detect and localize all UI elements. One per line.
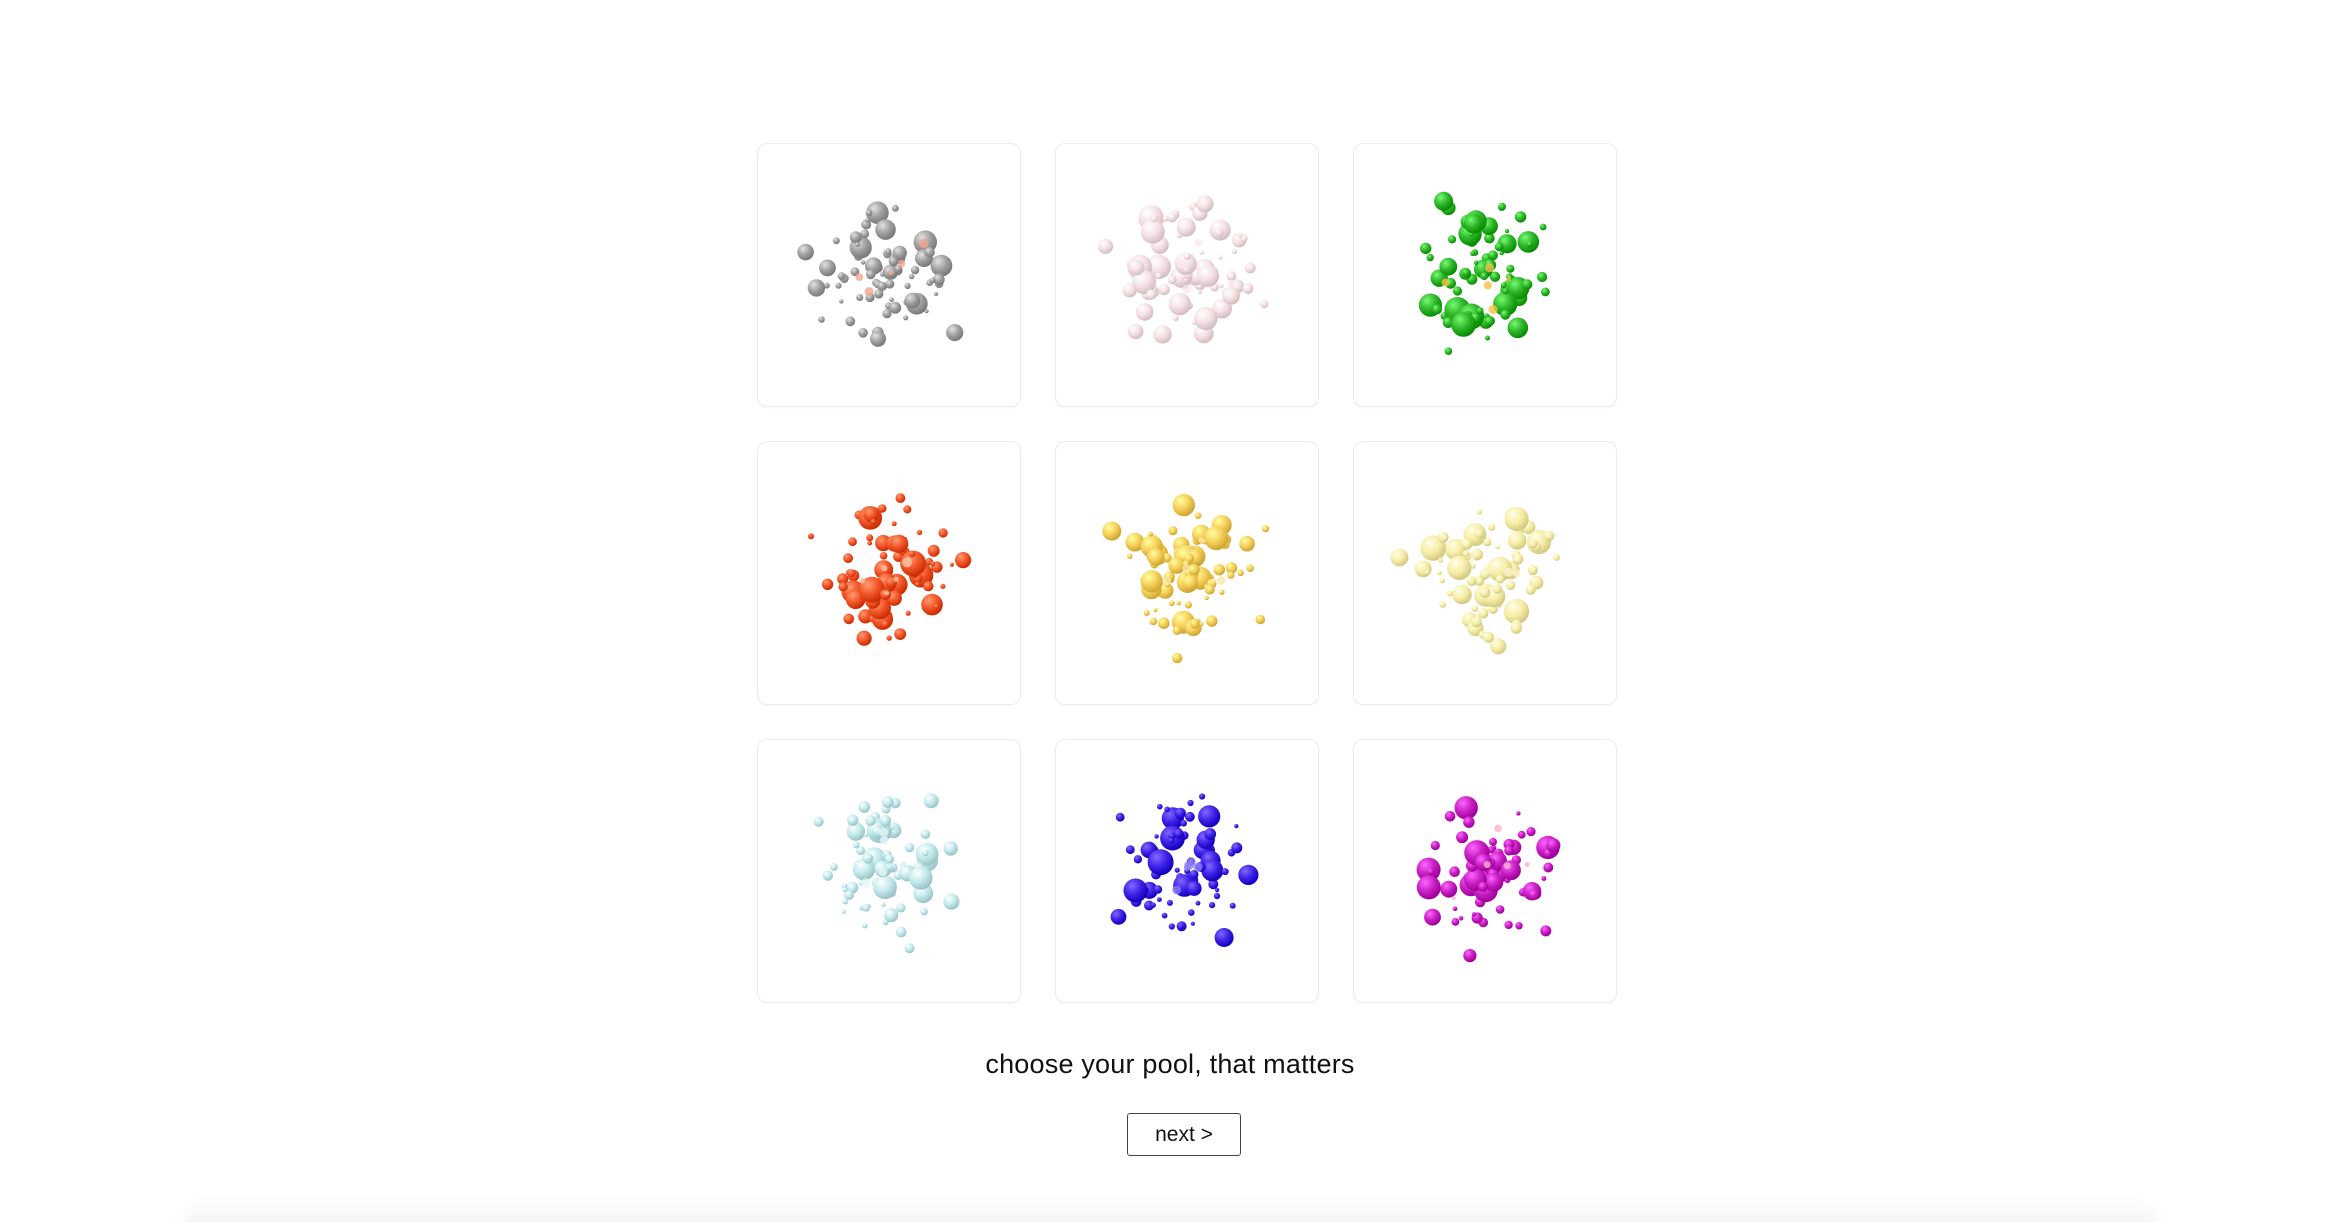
orange-red-particle-cluster-icon — [807, 493, 972, 646]
magenta-particle-cluster-icon — [1416, 796, 1561, 963]
pale-yellow-particle-cluster-icon — [1390, 506, 1560, 655]
pool-tile-blue-violet[interactable] — [1055, 739, 1319, 1003]
pool-grid — [757, 143, 1617, 1003]
yellow-particle-cluster-icon — [1102, 493, 1270, 664]
pool-tile-green[interactable] — [1353, 143, 1617, 407]
next-button[interactable]: next > — [1127, 1113, 1241, 1156]
instruction-caption: choose your pool, that matters — [985, 1049, 1355, 1079]
pool-tile-orange-red[interactable] — [757, 441, 1021, 705]
light-cyan-particle-cluster-icon — [813, 793, 960, 954]
pool-tile-pale-pink[interactable] — [1055, 143, 1319, 407]
pale-pink-particle-cluster-icon — [1097, 195, 1269, 344]
pool-tile-yellow[interactable] — [1055, 441, 1319, 705]
blue-violet-particle-cluster-icon — [1110, 793, 1259, 947]
pool-tile-pale-yellow[interactable] — [1353, 441, 1617, 705]
pool-tile-gray[interactable] — [757, 143, 1021, 407]
pool-tile-light-cyan[interactable] — [757, 739, 1021, 1003]
green-particle-cluster-icon — [1418, 191, 1550, 355]
bottom-shadow — [180, 1195, 2160, 1222]
gray-particle-cluster-icon — [797, 201, 964, 347]
pool-tile-magenta[interactable] — [1353, 739, 1617, 1003]
